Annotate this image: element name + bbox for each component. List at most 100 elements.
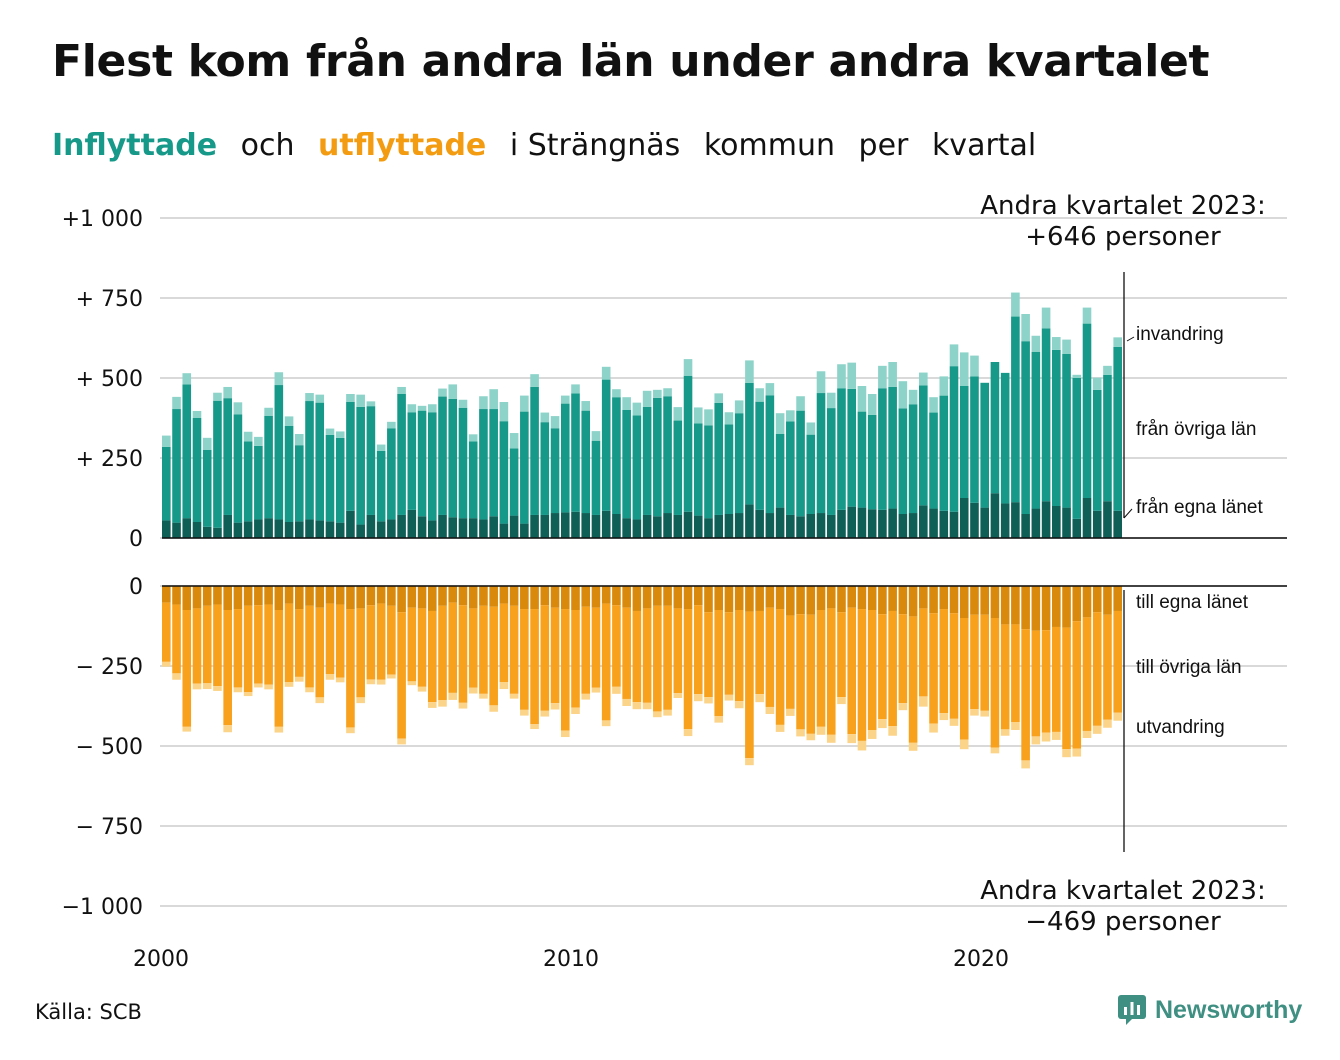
- bar-out-segment: [755, 586, 764, 611]
- bar-in-segment: [1062, 354, 1071, 508]
- bar-out-segment: [939, 609, 949, 714]
- bar-in-segment: [182, 518, 192, 538]
- bar-out-segment: [223, 725, 232, 733]
- bar-in-segment: [366, 401, 376, 407]
- bar-out-segment: [939, 586, 949, 610]
- bar-in-segment: [704, 409, 713, 426]
- bar-out-segment: [202, 586, 212, 606]
- x-tick: 2000: [133, 947, 189, 972]
- bar-out-segment: [182, 586, 192, 610]
- bar-out-segment: [693, 586, 703, 606]
- bar-out-segment: [591, 687, 601, 693]
- bar-in-segment: [1062, 339, 1071, 354]
- bar-out-segment: [1113, 586, 1122, 611]
- bar-out-segment: [571, 610, 580, 708]
- bar-out-segment: [878, 614, 887, 720]
- bar-in-segment: [939, 376, 949, 396]
- bar-in-segment: [366, 514, 376, 538]
- bar-in-segment: [745, 382, 754, 505]
- bar-in-segment: [202, 437, 212, 450]
- bar-out-segment: [745, 586, 754, 612]
- bar-in-segment: [908, 513, 918, 538]
- bar-in-segment: [663, 513, 672, 538]
- bar-in-segment: [867, 509, 877, 538]
- bar-out-segment: [376, 603, 386, 680]
- bar-out-segment: [724, 612, 734, 695]
- bar-in-segment: [622, 397, 631, 410]
- bar-out-segment: [438, 586, 447, 606]
- bar-out-segment: [520, 586, 529, 610]
- bar-out-segment: [755, 610, 764, 695]
- bar-in-segment: [172, 409, 181, 523]
- bar-out-segment: [601, 603, 611, 721]
- bar-in-segment: [294, 445, 304, 522]
- bar-in-segment: [714, 402, 724, 515]
- bar-out-segment: [325, 603, 335, 674]
- bar-out-segment: [1041, 630, 1051, 733]
- bar-in-segment: [990, 493, 1000, 538]
- bar-in-segment: [970, 502, 979, 538]
- bar-out-segment: [826, 734, 836, 743]
- bar-out-segment: [970, 614, 979, 710]
- bar-out-segment: [888, 610, 897, 727]
- bar-out-segment: [202, 683, 212, 690]
- label-invandring: invandring: [1136, 324, 1224, 345]
- bar-out-segment: [632, 586, 642, 611]
- bar-in-segment: [970, 355, 979, 377]
- bar-in-segment: [560, 512, 570, 538]
- bar-in-segment: [612, 514, 621, 538]
- bar-out-segment: [826, 608, 836, 735]
- label-fran-egna-lanet: från egna länet: [1136, 497, 1263, 518]
- bar-in-segment: [1082, 323, 1092, 498]
- bar-out-segment: [1011, 624, 1020, 722]
- label-fran-ovriga-lan: från övriga län: [1136, 419, 1256, 440]
- bar-out-segment: [407, 681, 417, 686]
- bar-out-segment: [489, 586, 498, 607]
- bar-out-segment: [499, 603, 509, 682]
- bar-in-segment: [775, 413, 785, 434]
- bar-out-segment: [591, 586, 601, 608]
- bar-in-segment: [949, 511, 959, 538]
- bar-in-segment: [786, 514, 795, 538]
- bar-in-segment: [509, 433, 519, 449]
- bar-in-segment: [1041, 307, 1051, 329]
- bar-in-segment: [499, 421, 509, 524]
- bar-out-segment: [1041, 586, 1051, 631]
- bar-out-segment: [254, 586, 263, 606]
- bar-out-segment: [970, 586, 979, 615]
- bar-in-segment: [254, 445, 263, 520]
- bar-out-segment: [305, 605, 314, 688]
- bar-in-segment: [765, 513, 775, 538]
- bar-out-segment: [632, 610, 642, 703]
- annotation-bottom-line1: Andra kvartalet 2023:: [980, 876, 1265, 906]
- newsworthy-logo[interactable]: Newsworthy: [1117, 994, 1302, 1026]
- bar-in-segment: [213, 527, 222, 538]
- bar-out-segment: [274, 610, 284, 727]
- bar-in-segment: [223, 398, 232, 515]
- bar-out-segment: [346, 586, 355, 610]
- bar-out-segment: [335, 586, 345, 605]
- bar-out-segment: [622, 586, 631, 608]
- bar-in-segment: [530, 386, 539, 515]
- bar-out-segment: [397, 738, 406, 745]
- bar-in-segment: [1103, 501, 1112, 538]
- bar-out-segment: [397, 612, 406, 739]
- bar-in-segment: [387, 421, 396, 429]
- bar-in-segment: [693, 423, 703, 516]
- bar-out-segment: [673, 608, 683, 694]
- bar-out-segment: [1113, 610, 1122, 713]
- bar-in-segment: [223, 386, 232, 399]
- bar-in-segment: [837, 509, 846, 538]
- bar-out-segment: [1092, 612, 1102, 726]
- bar-in-segment: [294, 434, 304, 446]
- bar-in-segment: [826, 408, 836, 515]
- bar-in-segment: [427, 404, 437, 413]
- bar-in-segment: [642, 406, 652, 515]
- bar-out-segment: [305, 586, 314, 606]
- bar-in-segment: [1072, 518, 1082, 538]
- bar-in-segment: [162, 435, 171, 447]
- bar-out-segment: [1103, 586, 1112, 615]
- bar-in-segment: [397, 386, 406, 394]
- bar-in-segment: [959, 352, 969, 386]
- bar-out-segment: [939, 713, 949, 721]
